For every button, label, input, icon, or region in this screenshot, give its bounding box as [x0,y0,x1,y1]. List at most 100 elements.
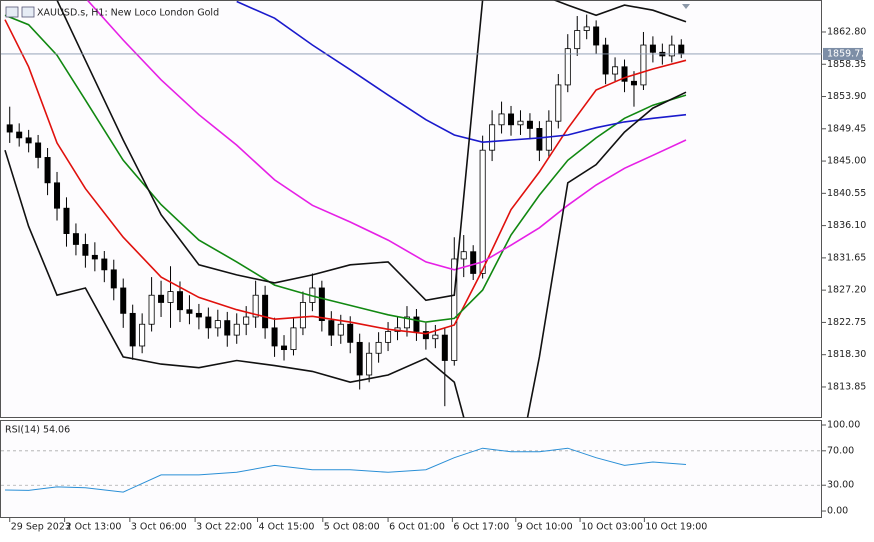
y-tick-label: 1862.80 [827,26,866,37]
indicator-line [4,19,687,335]
y-tick-label: 1858.35 [827,59,866,70]
candle-body [422,331,429,340]
y-tick-label: 1849.45 [827,123,866,134]
candle-body [195,312,202,318]
candle-body [545,120,552,151]
candle-body [129,312,136,347]
candle-body [498,113,505,126]
x-tick-label: 29 Sep 2023 [11,522,71,533]
x-tick-label: 3 Oct 06:00 [131,522,187,533]
y-tick-label: 1836.10 [827,220,866,231]
rsi-plot [1,447,822,493]
candle-body [366,352,373,376]
candle-body [602,44,609,75]
candle-body [44,157,51,184]
candle-body [91,254,98,260]
indicator-line [236,0,687,144]
x-tick-label: 6 Oct 01:00 [389,522,445,533]
candle-body [120,287,127,314]
rsi-title: RSI(14) 54.06 [5,425,70,436]
x-tick-label: 10 Oct 19:00 [645,522,707,533]
candle-body [110,269,117,289]
candle-body [564,48,571,86]
indicator-line [4,447,687,493]
candle-body [299,302,306,329]
y-tick-label: 1840.55 [827,188,866,199]
candle-body [167,291,174,303]
candle-body [508,113,515,126]
candle-body [214,320,221,329]
candle-body [205,316,212,329]
indicator-line [56,0,687,302]
x-tick-label: 4 Oct 15:00 [259,522,315,533]
indicator-line [4,91,687,418]
candle-body [432,334,439,340]
y-tick-label: 100.00 [827,419,860,430]
candle-body [526,120,533,129]
candle-body [517,120,524,126]
candle-body [186,309,193,314]
x-tick-label: 2 Oct 13:00 [66,522,122,533]
y-tick-label: 1845.00 [827,156,866,167]
candle-body [16,131,23,139]
candle-body [6,124,13,133]
candle-body [385,331,392,343]
candle-body [678,44,685,55]
candle-body [451,258,458,361]
candle-body [252,294,259,318]
chart-title: XAUUSD.s, H1: New Loco London Gold [37,8,219,19]
x-tick-label: 6 Oct 17:00 [453,522,509,533]
candle-body [262,294,269,329]
candle-body [54,182,61,209]
candle-body [555,84,562,122]
indicator-line [86,0,687,271]
rsi-panel [0,420,822,518]
y-tick-label: 70.00 [827,445,854,456]
candle-body [403,316,410,329]
candle-body [233,323,240,336]
candle-body [82,244,89,256]
candle-body [413,316,420,332]
y-tick-label: 1822.75 [827,317,866,328]
candle-body [63,207,70,234]
candle-body [441,334,448,361]
candle-body [35,142,42,158]
scroll-marker [682,4,690,9]
candle-body [356,341,363,376]
candle-body [328,320,335,336]
candle-body [640,44,647,86]
x-tick-label: 9 Oct 10:00 [517,522,573,533]
candle-body [630,80,637,86]
candle-body [224,320,231,336]
candle-body [271,327,278,347]
candle-body [281,345,288,351]
candle-body [375,341,382,354]
candle-body [101,258,108,271]
candle-body [243,316,250,325]
indicator-line [4,14,687,323]
x-tick-label: 5 Oct 08:00 [324,522,380,533]
candle-body [470,251,477,274]
candle-body [176,291,183,311]
candle-body [593,26,600,46]
icon-frame [5,6,19,18]
candle-body [347,323,354,343]
y-tick-label: 30.00 [827,480,854,491]
y-tick-label: 1818.30 [827,349,866,360]
candle-body [318,287,325,322]
candle-body [158,294,165,303]
x-tick-label: 3 Oct 22:00 [196,522,252,533]
y-tick-label: 0.00 [827,506,848,517]
candle-body [460,251,467,260]
candle-body [72,233,79,245]
candle-body [668,44,675,57]
y-tick-label: 1831.65 [827,252,866,263]
candle-body [290,327,297,351]
y-tick-label: 1827.20 [827,285,866,296]
candle-body [148,294,155,325]
candle-body [479,149,486,274]
main-plot [4,0,687,418]
candle-body [612,66,619,75]
